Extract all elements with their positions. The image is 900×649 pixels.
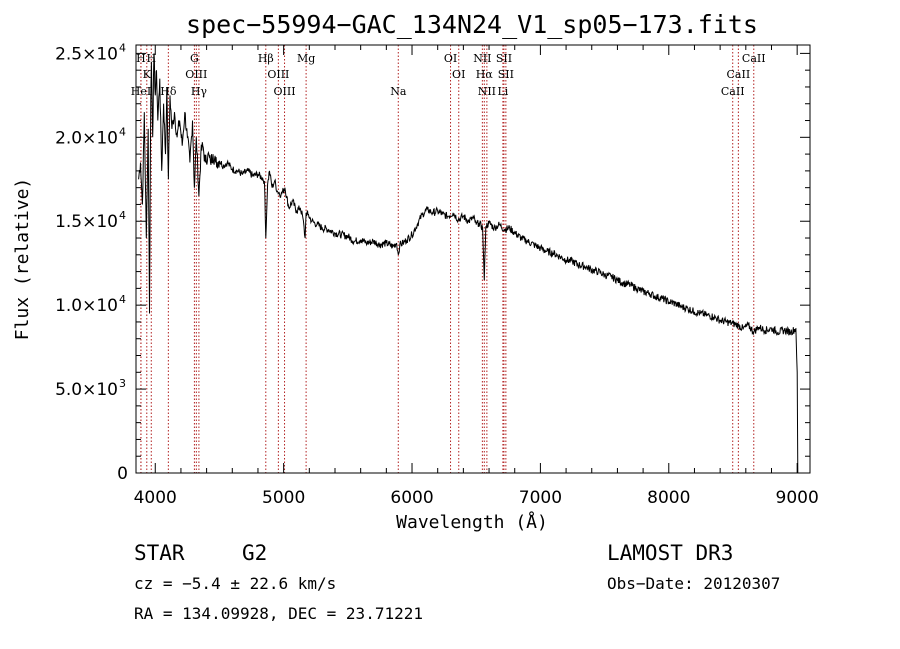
y-tick-exponent-1: 3	[119, 377, 126, 390]
subclass-label: G2	[242, 541, 267, 565]
y-tick-exponent-5: 4	[119, 41, 126, 54]
y-axis-ticks: 05.0×10 31.0×10 41.5×10 42.0×10 42.5×10 4	[55, 41, 810, 484]
marker-label-0: H	[136, 52, 146, 65]
y-tick-exponent-3: 4	[119, 209, 126, 222]
x-axis-label: Wavelength (Å)	[396, 511, 548, 533]
x-tick-label-0: 4000	[134, 488, 177, 508]
marker-label-13: OI	[444, 52, 457, 65]
marker-label-17: NII	[478, 85, 496, 98]
marker-label-1: K	[143, 68, 152, 81]
x-axis-ticks: 4000 5000 6000 7000 8000 9000	[134, 45, 819, 508]
plot-frame	[135, 44, 811, 474]
marker-label-16: Hα	[476, 68, 494, 81]
marker-label-3: HeI	[131, 85, 151, 98]
marker-label-14: OI	[452, 68, 465, 81]
y-tick-exponent-4: 4	[119, 125, 126, 138]
marker-label-18: SII	[496, 52, 512, 65]
y-tick-label-5: 2.5×10	[55, 44, 118, 64]
marker-label-22: CaII	[727, 68, 751, 81]
x-tick-label-2: 6000	[390, 488, 433, 508]
x-tick-label-4: 8000	[647, 488, 690, 508]
y-tick-label-3: 1.5×10	[55, 212, 118, 232]
marker-label-15: NII	[473, 52, 491, 65]
marker-label-11: Mg	[297, 52, 315, 65]
survey-label: LAMOST DR3	[607, 541, 733, 565]
y-tick-exponent-2: 4	[119, 293, 126, 306]
object-class-label: STAR	[134, 541, 185, 565]
spectral-line-markers	[140, 45, 755, 473]
x-tick-label-5: 9000	[776, 488, 819, 508]
spectral-line-labels: HKH HeI Hδ G OIII Hγ Hβ OIII OIII Mg Na OI OI NII Hα NI…	[131, 52, 766, 98]
y-tick-label-0: 0	[117, 464, 128, 484]
spectrum-series-line	[138, 53, 799, 474]
coordinates-label: RA = 134.09928, DEC = 23.71221	[134, 604, 423, 623]
y-tick-label-1: 5.0×10	[55, 380, 118, 400]
y-axis-label: Flux (relative)	[12, 178, 33, 341]
marker-label-23: CaII	[742, 52, 766, 65]
marker-label-21: CaII	[721, 85, 745, 98]
marker-label-12: Na	[390, 85, 407, 98]
redshift-label: cz = −5.4 ± 22.6 km/s	[134, 574, 336, 593]
marker-label-19: SII	[498, 68, 514, 81]
marker-label-8: Hβ	[258, 52, 274, 65]
marker-label-7: Hγ	[191, 85, 208, 98]
marker-label-6: OIII	[185, 68, 207, 81]
marker-label-9: OIII	[267, 68, 289, 81]
y-tick-label-2: 1.0×10	[55, 296, 118, 316]
x-tick-label-1: 5000	[262, 488, 305, 508]
marker-label-4: Hδ	[160, 85, 177, 98]
obs-date-label: Obs−Date: 20120307	[607, 574, 780, 593]
x-tick-label-3: 7000	[519, 488, 562, 508]
chart-title: spec−55994−GAC_134N24_V1_sp05−173.fits	[186, 10, 758, 39]
marker-label-5: G	[190, 52, 199, 65]
marker-label-20: Li	[497, 85, 508, 98]
y-tick-label-4: 2.0×10	[55, 128, 118, 148]
marker-label-10: OIII	[274, 85, 296, 98]
marker-label-2: H	[146, 52, 156, 65]
